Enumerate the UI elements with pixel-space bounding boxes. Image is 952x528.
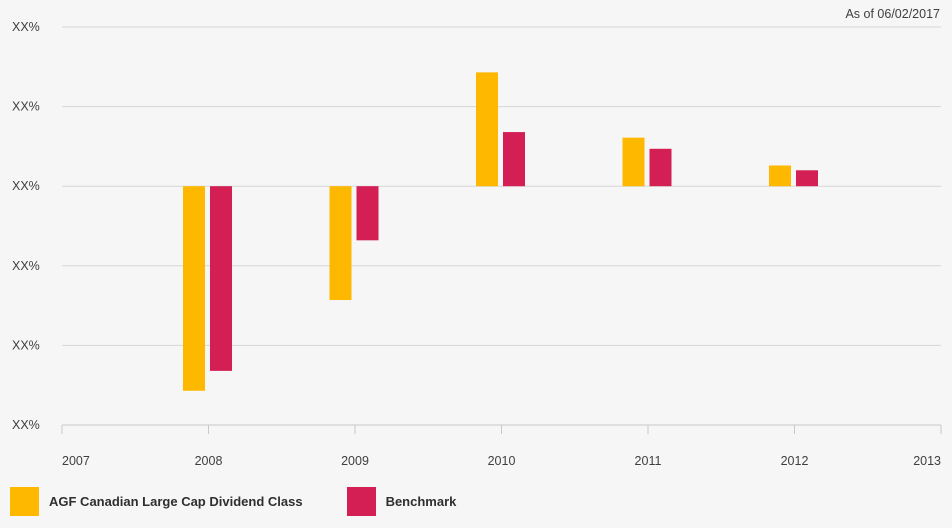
legend-label-fund: AGF Canadian Large Cap Dividend Class [49,494,303,509]
x-tick-label: 2009 [341,454,369,468]
y-tick-label: XX% [12,259,40,273]
y-tick-label: XX% [12,179,40,193]
bar-fund-2010 [476,72,498,187]
bar-fund-2011 [622,137,645,187]
legend-item-fund: AGF Canadian Large Cap Dividend Class [10,487,303,516]
x-tick-label: 2008 [195,454,223,468]
as-of-date: As of 06/02/2017 [845,7,940,21]
legend-item-benchmark: Benchmark [346,487,457,516]
y-tick-label: XX% [12,100,40,114]
bar-fund-2008 [183,186,205,391]
y-tick-label: XX% [12,338,40,352]
x-tick-label: 2013 [913,454,941,468]
y-tick-label: XX% [12,418,40,432]
y-tick-label: XX% [12,20,40,34]
bar-benchmark-2012 [796,170,818,187]
x-tick-label: 2007 [62,454,90,468]
bar-fund-2012 [769,165,791,187]
y-axis-tick-labels: XX% XX% XX% XX% XX% XX% [12,20,40,432]
bars [183,72,818,391]
bar-fund-2009 [329,186,352,301]
bar-benchmark-2011 [649,148,672,187]
x-tick-label: 2012 [781,454,809,468]
bar-benchmark-2008 [210,186,232,371]
legend: AGF Canadian Large Cap Dividend Class Be… [10,487,500,516]
bar-benchmark-2009 [356,186,379,241]
gridlines [62,26,941,346]
legend-swatch-fund [10,487,39,516]
legend-label-benchmark: Benchmark [385,494,457,509]
bar-benchmark-2010 [503,132,525,187]
x-tick-label: 2011 [635,454,662,468]
legend-swatch-benchmark [346,487,376,516]
x-axis: 2007 2008 2009 2010 2011 2012 2013 [61,424,942,468]
x-tick-label: 2010 [488,454,516,468]
bar-chart: XX%XX%XX%XX%XX%XX% 2007 2008 2009 2010 2011 2… [12,20,942,468]
